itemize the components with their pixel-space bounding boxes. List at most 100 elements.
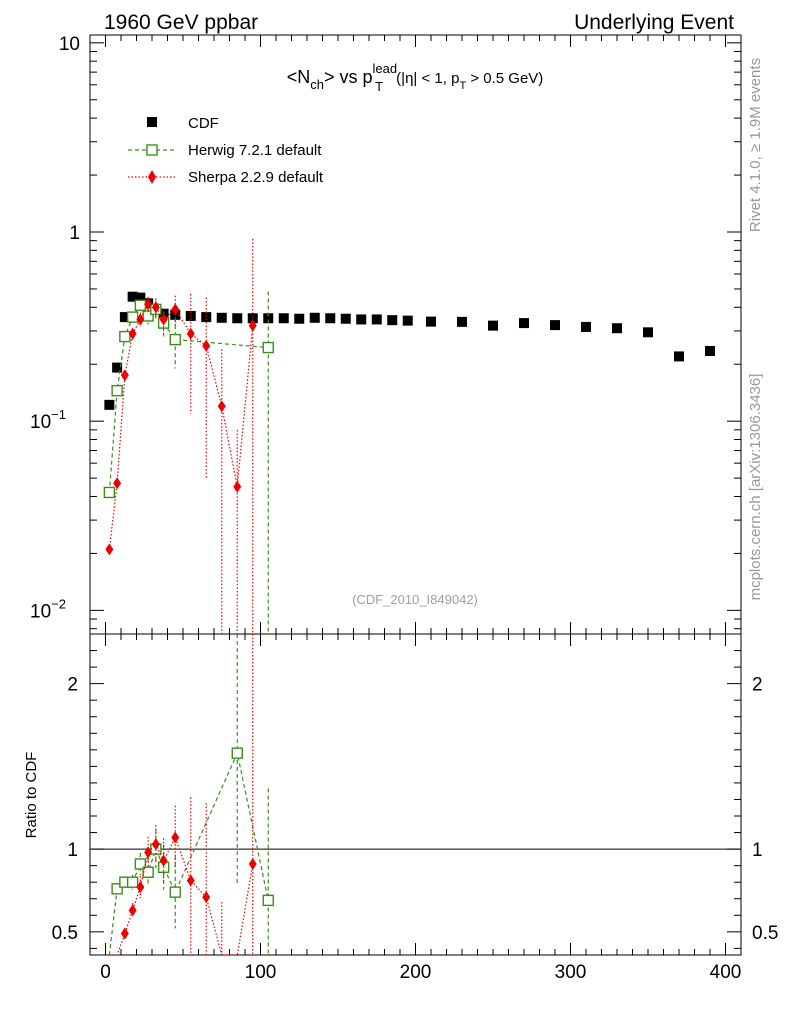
cdf-point — [387, 315, 398, 326]
cdf-point — [402, 315, 413, 326]
header-right-label: Underlying Event — [574, 11, 734, 34]
cdf-point — [112, 362, 123, 373]
ratio-y-tick-label-right: 1 — [752, 840, 763, 861]
series-line-2 — [108, 303, 254, 550]
cdf-point — [519, 318, 529, 329]
sherpa-ratio-point — [128, 904, 137, 917]
data-marks — [103, 238, 715, 956]
sherpa-point — [136, 313, 145, 326]
cdf-point — [278, 313, 289, 324]
sherpa-point — [186, 327, 195, 340]
sherpa-point — [217, 400, 226, 413]
herwig-ratio-point — [134, 858, 147, 870]
cdf-point — [119, 312, 130, 323]
legend-herwig-marker — [146, 144, 158, 156]
ratio-panel-frame — [89, 633, 742, 956]
cdf-point — [705, 345, 715, 356]
cdf-point — [674, 351, 684, 362]
legend-cdf-label: CDF — [188, 115, 219, 132]
herwig-point — [126, 311, 139, 323]
cdf-point — [356, 314, 367, 325]
herwig-point — [134, 299, 147, 311]
ratio-line-1 — [108, 751, 269, 956]
herwig-ratio-point — [262, 894, 274, 907]
cdf-point — [581, 321, 591, 332]
cdf-point — [457, 316, 467, 327]
herwig-ratio-point — [231, 747, 243, 759]
ratio-line-2 — [109, 836, 254, 956]
x-tick-label: 400 — [710, 962, 742, 983]
sherpa-point — [105, 543, 114, 556]
sherpa-point — [128, 327, 137, 340]
cdf-point — [216, 312, 227, 323]
cdf-point — [550, 320, 560, 331]
sherpa-ratio-point — [248, 857, 257, 870]
y-tick-label: 10−1 — [30, 407, 66, 433]
y-tick-label: 10−2 — [30, 596, 66, 622]
rivet-version-label: Rivet 4.1.0, ≥ 1.9M events — [747, 58, 764, 232]
cdf-point — [325, 313, 336, 324]
cdf-point — [340, 313, 351, 324]
legend: CDF Herwig 7.2.1 default Sherpa 2.2.9 de… — [128, 115, 324, 186]
herwig-point — [111, 384, 123, 397]
sherpa-ratio-point — [136, 881, 145, 894]
x-tick-label: 300 — [555, 962, 587, 983]
header-left-label: 1960 GeV ppbar — [104, 11, 258, 34]
axis-ticks — [90, 35, 741, 955]
herwig-ratio-point — [111, 883, 123, 895]
cdf-point — [232, 313, 243, 324]
y-tick-label: 10 — [59, 34, 80, 55]
herwig-ratio-point — [169, 886, 181, 898]
mcplots-label: mcplots.cern.ch [arXiv:1306.3436] — [747, 374, 764, 601]
herwig-point — [103, 486, 116, 499]
sherpa-ratio-point — [120, 927, 129, 940]
x-tick-label: 0 — [100, 962, 111, 983]
legend-cdf-marker — [147, 117, 157, 127]
sherpa-ratio-point — [151, 838, 160, 851]
sherpa-ratio-point — [202, 891, 211, 904]
sherpa-ratio-point — [171, 831, 180, 844]
sherpa-ratio-point — [159, 854, 168, 867]
sherpa-ratio-point — [186, 874, 195, 887]
cdf-point — [309, 312, 320, 323]
legend-herwig-label: Herwig 7.2.1 default — [188, 142, 322, 159]
cdf-point — [643, 327, 653, 338]
cdf-point — [371, 314, 382, 325]
x-tick-label: 200 — [400, 962, 432, 983]
cdf-point — [201, 312, 212, 323]
sherpa-point — [248, 319, 257, 332]
cdf-point — [426, 316, 436, 327]
sherpa-point — [202, 339, 211, 352]
cdf-point — [488, 320, 498, 331]
axis-tick-labels: 0 100 200 300 400 10 1 10−1 10−2 0.5 0.5 1 1 2 2 — [30, 34, 778, 983]
cdf-point — [135, 292, 146, 303]
sherpa-point — [151, 301, 160, 314]
plot-title: <Nch> vs plead T (|η| < 1, pT > 0.5 GeV) — [287, 61, 544, 94]
analysis-tag: (CDF_2010_I849042) — [352, 592, 478, 607]
cdf-point — [104, 399, 115, 410]
sherpa-point — [233, 480, 242, 493]
legend-sherpa-marker — [148, 170, 156, 184]
sherpa-ratio-point — [144, 846, 153, 859]
cdf-point — [127, 291, 138, 302]
herwig-ratio-point — [126, 876, 139, 888]
cdf-point — [263, 313, 274, 324]
ratio-y-tick-label-right: 0.5 — [752, 923, 778, 944]
ratio-y-tick-label: 1 — [67, 840, 78, 861]
cdf-point — [612, 323, 622, 334]
herwig-point — [262, 341, 274, 354]
cdf-point — [247, 313, 258, 324]
ratio-y-tick-label: 2 — [67, 675, 78, 696]
sherpa-point — [171, 303, 180, 316]
legend-sherpa-label: Sherpa 2.2.9 default — [188, 169, 324, 186]
sherpa-point — [159, 313, 168, 326]
sherpa-point — [120, 369, 129, 382]
sherpa-point — [113, 477, 122, 490]
ratio-axis-label: Ratio to CDF — [23, 752, 40, 839]
herwig-point — [119, 330, 131, 343]
ratio-y-tick-label-right: 2 — [752, 675, 763, 696]
ratio-y-tick-label: 0.5 — [52, 923, 78, 944]
y-tick-label: 1 — [69, 223, 80, 244]
cdf-point — [294, 313, 305, 324]
